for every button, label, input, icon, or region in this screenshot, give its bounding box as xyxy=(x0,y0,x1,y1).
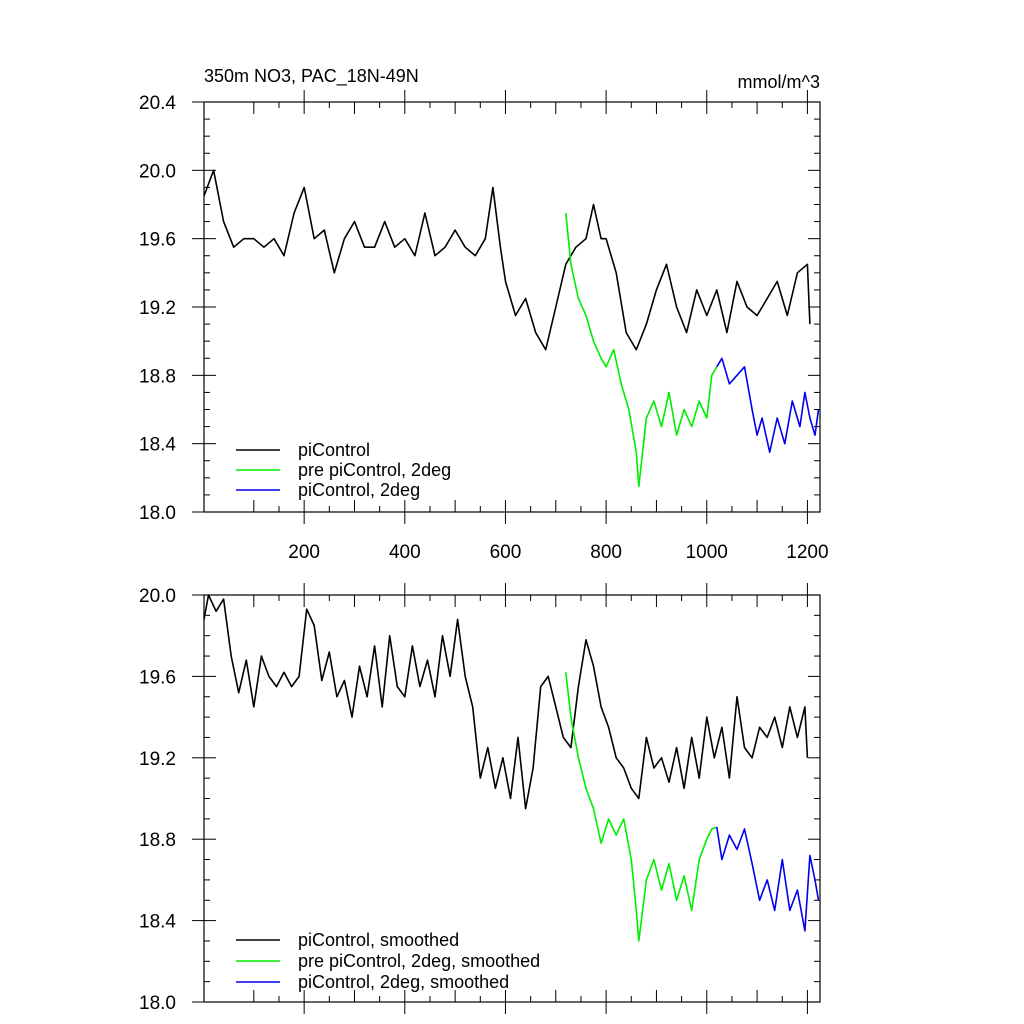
top-x-tick-label: 1000 xyxy=(686,542,728,563)
top-chart-units: mmol/m^3 xyxy=(738,72,820,92)
top-y-tick-label: 18.0 xyxy=(139,503,176,524)
top-x-tick-label: 400 xyxy=(389,542,421,563)
bottom-plot-frame xyxy=(203,594,821,1003)
bottom-series-line-1 xyxy=(565,672,718,942)
top-series-line-1 xyxy=(565,212,718,488)
top-x-tick-label: 800 xyxy=(590,542,622,563)
top-y-tick-label: 20.4 xyxy=(139,93,176,114)
top-y-tick-label: 19.6 xyxy=(139,230,176,251)
bottom-y-tick-label: 19.2 xyxy=(139,749,176,770)
bottom-y-tick-label: 18.4 xyxy=(139,912,176,933)
top-chart-title: 350m NO3, PAC_18N-49N xyxy=(204,66,419,87)
bottom-y-tick-label: 20.0 xyxy=(139,586,176,607)
bottom-series-line-0 xyxy=(203,594,809,810)
bottom-legend-label: piControl, 2deg, smoothed xyxy=(298,972,509,992)
bottom-y-tick-label: 18.0 xyxy=(139,993,176,1014)
bottom-y-tick-label: 19.6 xyxy=(139,667,176,688)
top-series-line-2 xyxy=(716,357,820,454)
top-y-tick-label: 18.4 xyxy=(139,435,176,456)
top-series-line-0 xyxy=(203,169,811,351)
top-x-tick-label: 1200 xyxy=(786,542,828,563)
top-legend-label: pre piControl, 2deg xyxy=(298,460,451,480)
bottom-series-line-2 xyxy=(716,826,820,932)
top-plot-frame xyxy=(203,101,821,513)
bottom-legend-label: pre piControl, 2deg, smoothed xyxy=(298,951,540,971)
top-chart-panel: 18.0 18.4 18.8 19.2 19.6 20.0 20.4 200 400 600 800… xyxy=(139,90,829,563)
bottom-y-tick-label: 18.8 xyxy=(139,830,176,851)
top-x-tick-label: 600 xyxy=(490,542,522,563)
top-y-tick-label: 20.0 xyxy=(139,161,176,182)
top-x-tick-label: 200 xyxy=(288,542,320,563)
top-y-tick-label: 18.8 xyxy=(139,366,176,387)
bottom-legend-label: piControl, smoothed xyxy=(298,930,459,950)
top-legend-label: piControl, 2deg xyxy=(298,480,420,500)
top-legend-label: piControl xyxy=(298,440,370,460)
bottom-chart-panel: 18.0 18.4 18.8 19.2 19.6 20.0 piControl, smoot… xyxy=(139,583,821,1014)
top-y-tick-label: 19.2 xyxy=(139,298,176,319)
